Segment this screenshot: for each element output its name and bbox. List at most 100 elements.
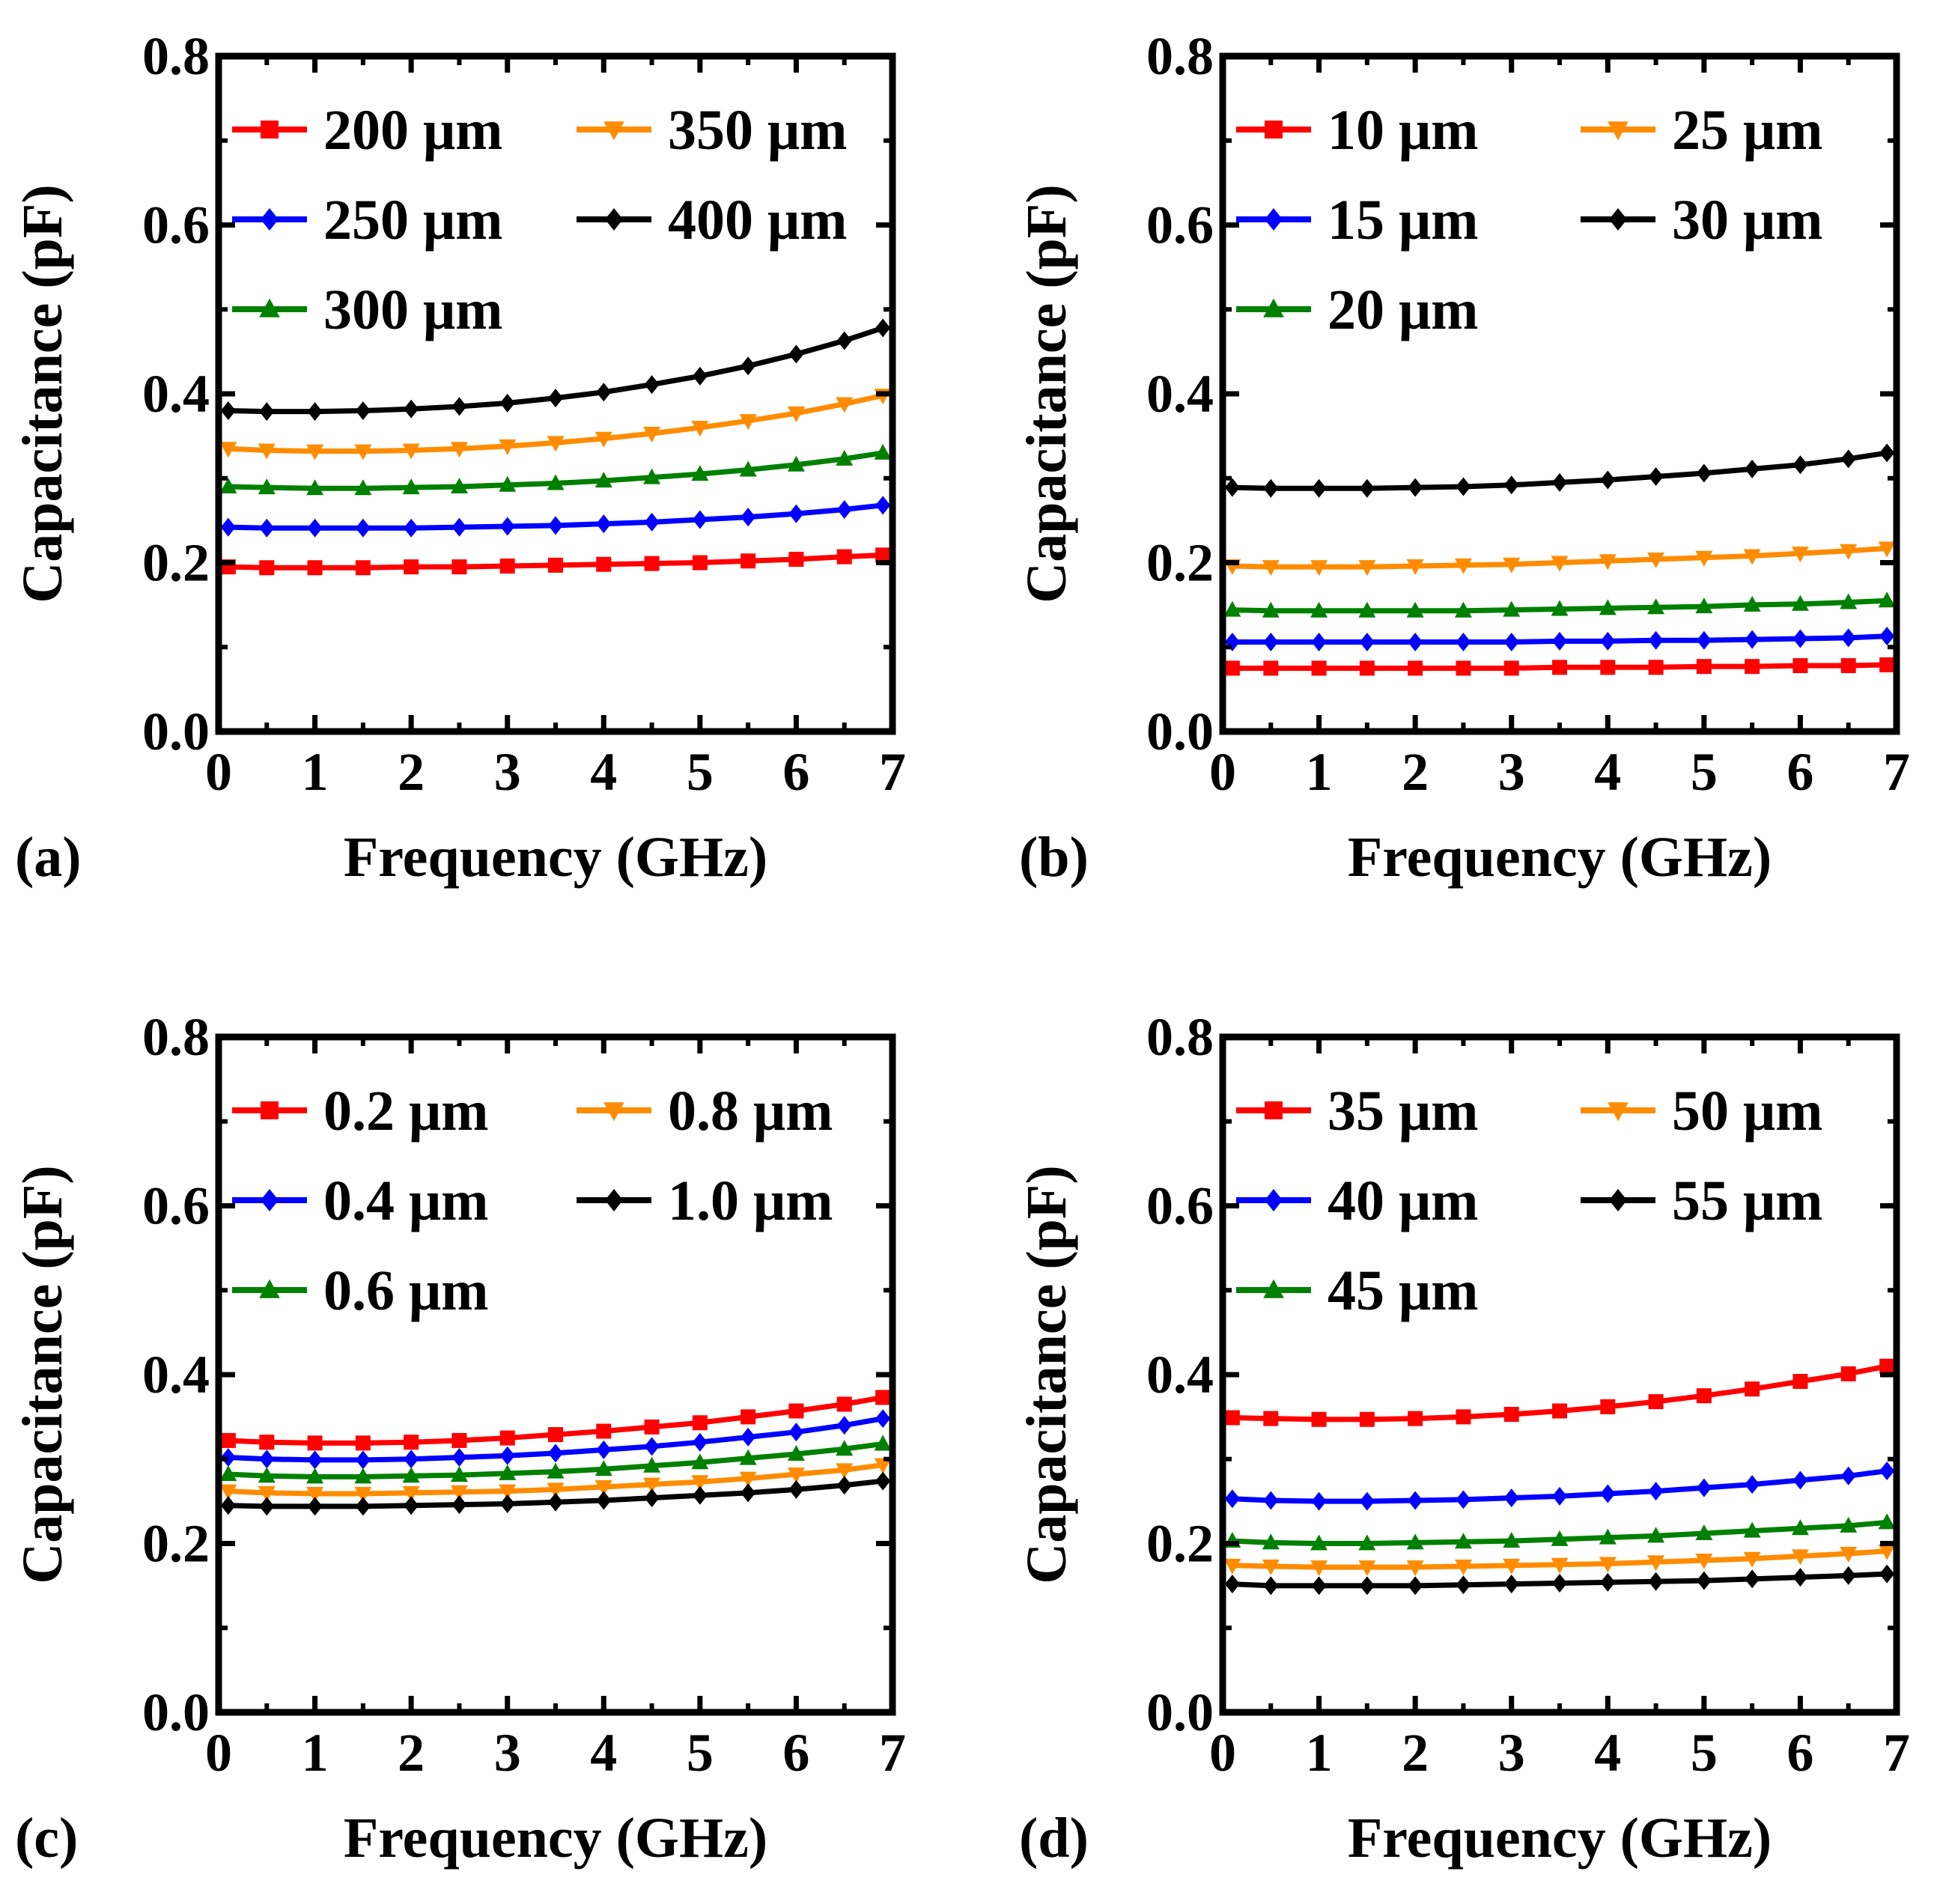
data-point	[259, 1497, 274, 1515]
legend-entry-1: 40 μm	[1236, 1170, 1478, 1232]
y-tick-label: 0.2	[1146, 533, 1214, 593]
data-point	[741, 356, 755, 375]
data-point	[1504, 1575, 1519, 1593]
x-tick-label: 7	[879, 1723, 906, 1783]
y-tick-label: 0.6	[1146, 1176, 1214, 1236]
y-tick-label: 0.2	[142, 1514, 210, 1574]
data-point	[356, 519, 371, 538]
data-point	[451, 1433, 466, 1448]
data-point	[404, 1435, 419, 1450]
x-tick-label: 2	[398, 1723, 425, 1783]
data-point	[1263, 1576, 1278, 1595]
x-tick-label: 7	[879, 742, 906, 802]
data-point	[1792, 658, 1807, 673]
data-point	[1552, 473, 1567, 492]
data-point	[1745, 630, 1760, 649]
data-point	[1600, 471, 1615, 490]
data-point	[645, 1437, 660, 1456]
legend-label: 1.0 μm	[668, 1170, 833, 1232]
x-tick-label: 2	[398, 742, 425, 802]
legend-marker	[605, 208, 623, 231]
legend-label: 0.4 μm	[323, 1170, 488, 1232]
data-point	[500, 1447, 515, 1465]
data-point	[1225, 1411, 1240, 1426]
panel-label: (d)	[1019, 1807, 1089, 1870]
data-point	[548, 1427, 563, 1442]
data-point	[548, 516, 563, 535]
y-axis-title: Capacitance (pF)	[1015, 1165, 1078, 1584]
legend-marker	[1265, 208, 1283, 231]
data-point	[788, 1403, 803, 1418]
data-point	[1649, 660, 1664, 675]
legend-marker	[1265, 121, 1283, 139]
x-tick-label: 5	[687, 742, 714, 802]
data-point	[645, 1488, 660, 1507]
data-point	[1408, 1411, 1423, 1426]
data-point	[1456, 1490, 1471, 1509]
data-point	[1600, 1573, 1615, 1592]
data-point	[1312, 1412, 1327, 1427]
series-4	[1225, 443, 1894, 497]
data-point	[404, 400, 419, 419]
panel-label: (c)	[15, 1807, 78, 1870]
y-tick-label: 0.8	[142, 1007, 210, 1067]
x-axis-title: Frequency (GHz)	[1348, 826, 1772, 889]
data-point	[1456, 478, 1471, 496]
x-tick-label: 6	[1786, 1723, 1813, 1783]
data-point	[356, 1497, 371, 1515]
data-point	[1263, 633, 1278, 651]
legend: 0.2 μm0.4 μm0.6 μm0.8 μm1.0 μm	[232, 1080, 833, 1322]
data-point	[1312, 633, 1327, 651]
data-point	[1312, 1492, 1327, 1511]
legend-entry-0: 0.2 μm	[232, 1080, 488, 1143]
legend-entry-2: 20 μm	[1236, 279, 1478, 341]
data-point	[1504, 1407, 1519, 1422]
data-point	[356, 560, 371, 575]
data-point	[259, 560, 274, 575]
legend-marker	[605, 1189, 623, 1211]
legend-label: 200 μm	[323, 99, 502, 162]
data-point	[356, 401, 371, 420]
data-point	[1408, 633, 1423, 651]
data-point	[259, 519, 274, 538]
legend-marker	[1609, 1189, 1627, 1211]
data-point	[221, 1433, 236, 1448]
legend-entry-3: 350 μm	[577, 99, 847, 162]
data-point	[221, 1496, 236, 1515]
legend-marker	[261, 208, 279, 231]
x-tick-label: 6	[782, 1723, 809, 1783]
x-axis-title: Frequency (GHz)	[1348, 1807, 1772, 1870]
y-tick-label: 0.0	[1146, 1682, 1214, 1742]
data-point	[788, 1480, 803, 1499]
data-point	[1745, 1475, 1760, 1494]
legend-entry-2: 0.6 μm	[232, 1259, 488, 1322]
data-point	[1360, 1412, 1375, 1427]
legend-entry-3: 50 μm	[1581, 1080, 1822, 1143]
data-point	[875, 1390, 890, 1405]
legend-marker	[1265, 1101, 1283, 1119]
data-point	[1697, 463, 1712, 482]
data-point	[1841, 658, 1856, 673]
legend-entry-0: 35 μm	[1236, 1080, 1478, 1143]
data-point	[1841, 628, 1856, 647]
data-point	[1879, 1565, 1894, 1584]
data-point	[837, 1416, 852, 1435]
y-tick-label: 0.8	[1146, 26, 1214, 86]
legend-label: 35 μm	[1328, 1080, 1478, 1143]
data-point	[500, 394, 515, 413]
legend: 35 μm40 μm45 μm50 μm55 μm	[1236, 1080, 1822, 1322]
data-point	[1456, 660, 1471, 675]
data-point	[875, 496, 890, 514]
data-point	[308, 1450, 323, 1469]
data-point	[1408, 478, 1423, 497]
data-point	[221, 518, 236, 537]
data-point	[1879, 657, 1894, 672]
series-0	[1225, 657, 1894, 676]
legend-label: 30 μm	[1672, 189, 1822, 252]
y-tick-label: 0.4	[142, 364, 210, 424]
data-point	[1792, 629, 1807, 648]
series-0	[1225, 1359, 1894, 1427]
data-point	[837, 1476, 852, 1494]
data-point	[451, 559, 466, 574]
legend-label: 10 μm	[1328, 99, 1478, 162]
